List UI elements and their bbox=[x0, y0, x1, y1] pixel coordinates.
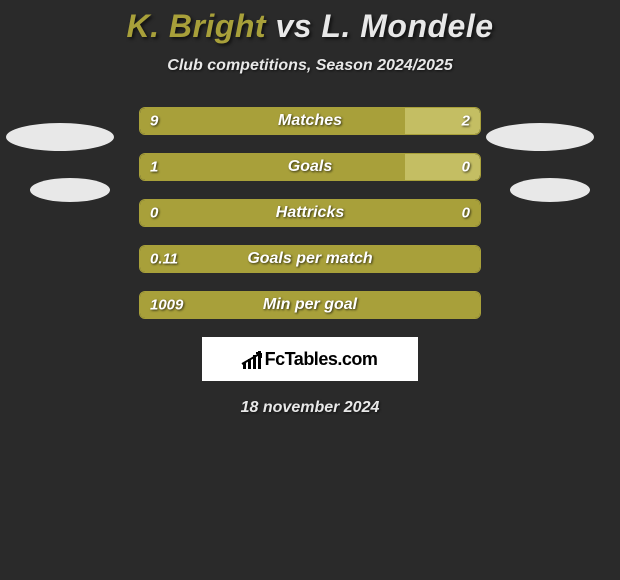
fctables-logo: FcTables.com bbox=[202, 337, 418, 381]
stat-row: 1 0 Goals bbox=[0, 153, 620, 181]
date-text: 18 november 2024 bbox=[0, 399, 620, 417]
stat-bar-left bbox=[140, 108, 405, 134]
stat-value-left: 9 bbox=[150, 113, 158, 130]
stat-bar: 0.11 Goals per match bbox=[139, 245, 481, 273]
stat-label: Goals per match bbox=[247, 250, 372, 268]
stat-bar: 1 0 Goals bbox=[139, 153, 481, 181]
stat-value-right: 2 bbox=[462, 113, 470, 130]
stat-row: 9 2 Matches bbox=[0, 107, 620, 135]
player2-name: L. Mondele bbox=[321, 8, 493, 44]
stat-value-left: 0.11 bbox=[150, 251, 178, 268]
stat-label: Min per goal bbox=[263, 296, 357, 314]
player1-name: K. Bright bbox=[126, 8, 266, 44]
stat-bar: 1009 Min per goal bbox=[139, 291, 481, 319]
stat-row: 0.11 Goals per match bbox=[0, 245, 620, 273]
logo-chart-icon bbox=[243, 349, 261, 369]
stats-container: 9 2 Matches 1 0 Goals 0 0 Hattricks 0.11 Goals per… bbox=[0, 107, 620, 319]
stat-value-right: 0 bbox=[462, 159, 470, 176]
stat-bar-left bbox=[140, 154, 405, 180]
stat-row: 1009 Min per goal bbox=[0, 291, 620, 319]
stat-label: Matches bbox=[278, 112, 342, 130]
stat-value-left: 1009 bbox=[150, 297, 183, 314]
stat-value-right: 0 bbox=[462, 205, 470, 222]
stat-bar: 0 0 Hattricks bbox=[139, 199, 481, 227]
subtitle: Club competitions, Season 2024/2025 bbox=[0, 57, 620, 75]
logo-arrow-icon bbox=[241, 351, 265, 365]
stat-label: Goals bbox=[288, 158, 332, 176]
stat-value-left: 0 bbox=[150, 205, 158, 222]
vs-text: vs bbox=[275, 8, 312, 44]
comparison-title: K. Bright vs L. Mondele bbox=[0, 0, 620, 45]
stat-row: 0 0 Hattricks bbox=[0, 199, 620, 227]
stat-bar: 9 2 Matches bbox=[139, 107, 481, 135]
stat-value-left: 1 bbox=[150, 159, 158, 176]
logo-text: FcTables.com bbox=[265, 349, 378, 370]
stat-label: Hattricks bbox=[276, 204, 344, 222]
